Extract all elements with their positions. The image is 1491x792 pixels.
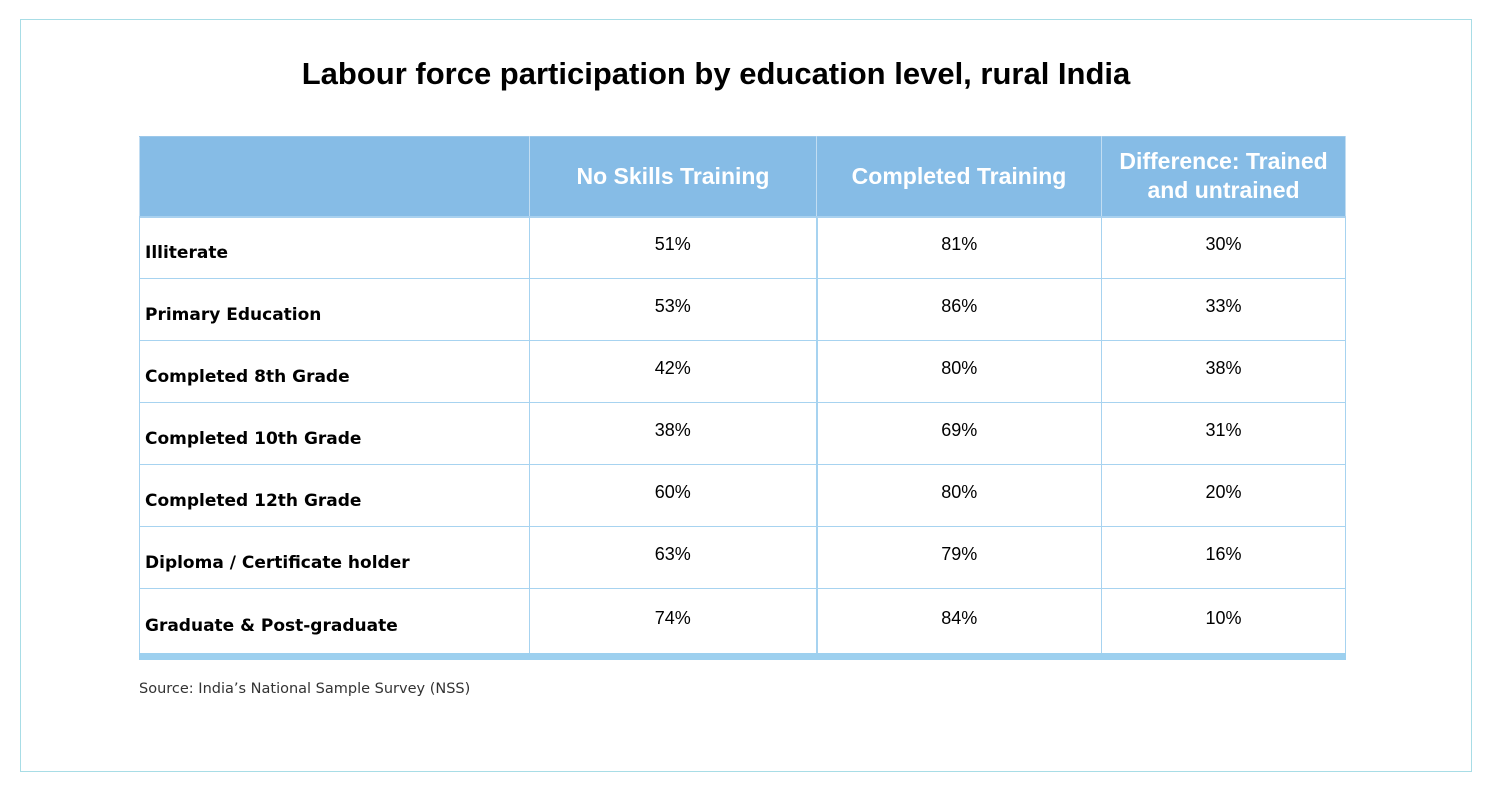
value-cell: 81% xyxy=(816,216,1102,279)
chart-title: Labour force participation by education … xyxy=(301,56,1131,91)
value-cell: 80% xyxy=(816,340,1102,403)
row-label: Graduate & Post-graduate xyxy=(139,588,530,660)
table-row: Completed 8th Grade 42% 80% 38% xyxy=(139,340,1346,403)
value-cell: 42% xyxy=(529,340,818,403)
chart-frame xyxy=(20,19,1472,772)
value-cell: 86% xyxy=(816,278,1102,341)
row-label: Completed 12th Grade xyxy=(139,464,530,527)
data-table: No Skills Training Completed Training Di… xyxy=(139,136,1346,660)
value-cell: 20% xyxy=(1101,464,1346,527)
value-cell: 69% xyxy=(816,402,1102,465)
value-cell: 84% xyxy=(816,588,1102,660)
header-cell-label xyxy=(139,136,530,218)
table-row: Illiterate 51% 81% 30% xyxy=(139,216,1346,279)
header-cell-difference: Difference: Trained and untrained xyxy=(1101,136,1346,218)
row-label: Illiterate xyxy=(139,216,530,279)
row-label: Completed 8th Grade xyxy=(139,340,530,403)
value-cell: 63% xyxy=(529,526,818,589)
value-cell: 31% xyxy=(1101,402,1346,465)
value-cell: 60% xyxy=(529,464,818,527)
value-cell: 38% xyxy=(529,402,818,465)
source-note: Source: India’s National Sample Survey (… xyxy=(139,681,471,697)
value-cell: 38% xyxy=(1101,340,1346,403)
value-cell: 79% xyxy=(816,526,1102,589)
value-cell: 10% xyxy=(1101,588,1346,660)
table-row: Diploma / Certificate holder 63% 79% 16% xyxy=(139,526,1346,589)
value-cell: 30% xyxy=(1101,216,1346,279)
value-cell: 51% xyxy=(529,216,818,279)
table-row: Primary Education 53% 86% 33% xyxy=(139,278,1346,341)
table-row: Completed 12th Grade 60% 80% 20% xyxy=(139,464,1346,527)
header-cell-completed-training: Completed Training xyxy=(816,136,1102,218)
value-cell: 53% xyxy=(529,278,818,341)
value-cell: 16% xyxy=(1101,526,1346,589)
value-cell: 80% xyxy=(816,464,1102,527)
value-cell: 74% xyxy=(529,588,818,660)
header-cell-no-skills-training: No Skills Training xyxy=(529,136,817,218)
header-row: No Skills Training Completed Training Di… xyxy=(139,136,1346,218)
table-row: Graduate & Post-graduate 74% 84% 10% xyxy=(139,588,1346,660)
row-label: Primary Education xyxy=(139,278,530,341)
value-cell: 33% xyxy=(1101,278,1346,341)
row-label: Completed 10th Grade xyxy=(139,402,530,465)
table-row: Completed 10th Grade 38% 69% 31% xyxy=(139,402,1346,465)
row-label: Diploma / Certificate holder xyxy=(139,526,530,589)
table-body: Illiterate 51% 81% 30% Primary Education 53% 8… xyxy=(139,216,1346,660)
